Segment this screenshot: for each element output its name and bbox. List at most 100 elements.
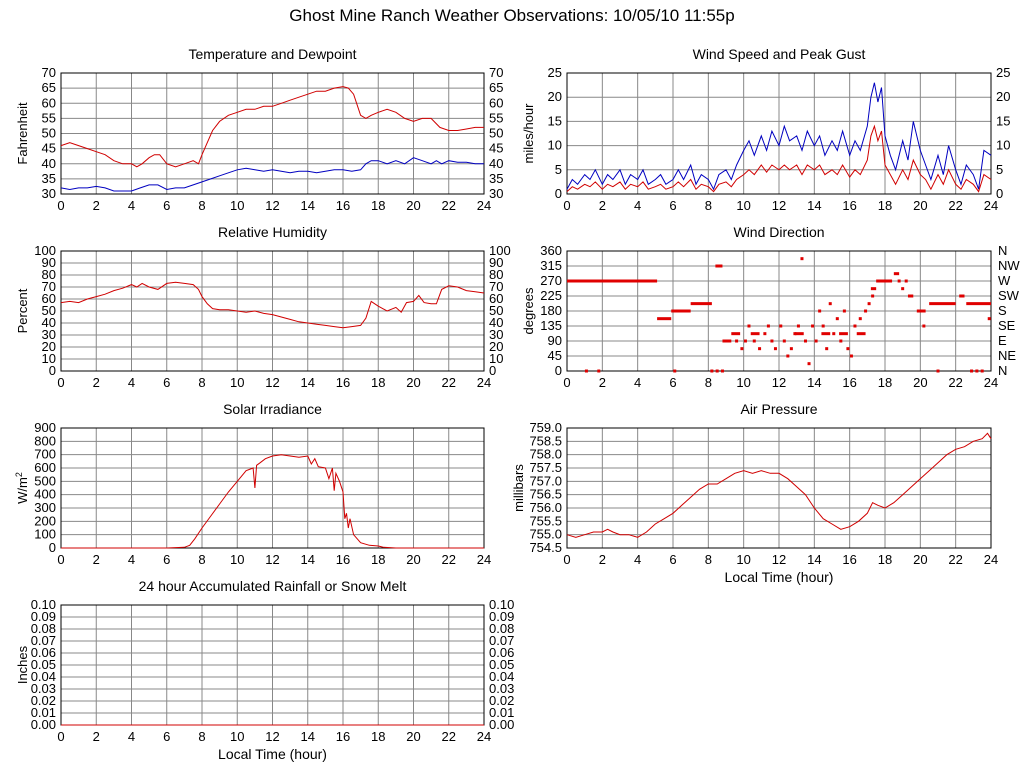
y-tick-label: 900: [34, 420, 56, 435]
x-tick-label: 14: [807, 552, 821, 567]
y-tick-label: 0: [49, 363, 56, 378]
x-tick-label: 6: [163, 198, 170, 213]
y-tick-label: 360: [540, 243, 562, 258]
x-tick-label: 8: [198, 375, 205, 390]
series-line-0: [60, 281, 485, 329]
y-tick-label-right: 0.10: [489, 597, 514, 612]
y-tick-label: 755.0: [529, 527, 562, 542]
x-tick-label: 20: [406, 375, 420, 390]
x-tick-label: 6: [669, 198, 676, 213]
y-tick-label: 759.0: [529, 420, 562, 435]
x-tick-label: 18: [371, 375, 385, 390]
y-tick-label: 90: [548, 333, 562, 348]
x-tick-label: 24: [984, 375, 998, 390]
y-tick-label: 400: [34, 487, 56, 502]
x-tick-label: 16: [842, 198, 856, 213]
x-tick-label: 18: [878, 198, 892, 213]
direction-point: [779, 324, 783, 328]
y-tick-label-right: 80: [489, 267, 503, 282]
direction-point: [766, 324, 770, 328]
x-tick-label: 14: [807, 198, 821, 213]
direction-point: [980, 369, 984, 373]
y-tick-label-right: 0.01: [489, 705, 514, 720]
y-tick-label-right: 0.06: [489, 645, 514, 660]
plot-frame: [60, 427, 485, 549]
direction-point: [796, 324, 800, 328]
y-tick-label-right: 0.00: [489, 717, 514, 732]
y-tick-label: 600: [34, 460, 56, 475]
x-tick-label: 10: [230, 375, 244, 390]
y-tick-label-right: 0.04: [489, 669, 514, 684]
rainfall-chart: 24 hour Accumulated Rainfall or Snow Mel…: [15, 578, 514, 762]
x-tick-label: 24: [477, 552, 491, 567]
direction-point: [763, 332, 767, 336]
direction-point: [807, 362, 811, 366]
chart-title: 24 hour Accumulated Rainfall or Snow Mel…: [139, 578, 407, 594]
x-tick-label: 22: [948, 375, 962, 390]
direction-point: [793, 332, 797, 336]
x-tick-label: 24: [984, 198, 998, 213]
direction-point: [864, 309, 868, 313]
direction-point: [828, 302, 832, 306]
direction-point: [804, 339, 807, 343]
x-tick-label: 0: [563, 198, 570, 213]
y-tick-label: 50: [42, 126, 56, 141]
x-tick-label: 16: [842, 375, 856, 390]
x-tick-label: 4: [634, 375, 641, 390]
y-tick-label: 80: [42, 267, 56, 282]
y-tick-label-right: 100: [489, 243, 511, 258]
y-tick-label: 45: [548, 348, 562, 363]
direction-point: [782, 339, 786, 343]
direction-point: [936, 369, 940, 373]
y-tick-label: 65: [42, 80, 56, 95]
direction-point: [975, 369, 979, 373]
y-tick-label: 0.09: [31, 609, 56, 624]
y-tick-label: 40: [42, 315, 56, 330]
compass-label: W: [998, 273, 1011, 288]
y-tick-label: 90: [42, 255, 56, 270]
plot-frame: [566, 250, 992, 372]
direction-point: [673, 369, 677, 373]
y-tick-label-right: 30: [489, 327, 503, 342]
x-tick-label: 8: [705, 375, 712, 390]
y-tick-label: 756.5: [529, 487, 562, 502]
compass-label: S: [998, 303, 1007, 318]
y-tick-label-right: 5: [996, 162, 1003, 177]
x-tick-label: 0: [563, 375, 570, 390]
x-tick-label: 2: [599, 375, 606, 390]
direction-point: [849, 354, 853, 358]
direction-point: [584, 369, 588, 373]
y-tick-label: 758.0: [529, 447, 562, 462]
x-tick-label: 18: [371, 198, 385, 213]
direction-point: [786, 354, 790, 358]
x-tick-label: 2: [93, 375, 100, 390]
x-tick-label: 18: [371, 552, 385, 567]
direction-point: [901, 287, 905, 291]
x-tick-label: 4: [128, 375, 135, 390]
y-tick-label: 700: [34, 447, 56, 462]
x-tick-label: 6: [669, 552, 676, 567]
x-tick-label: 6: [163, 729, 170, 744]
chart-title: Temperature and Dewpoint: [188, 46, 356, 62]
y-tick-label: 0: [49, 540, 56, 555]
y-tick-label: 200: [34, 513, 56, 528]
x-tick-label: 14: [301, 552, 315, 567]
y-tick-label-right: 20: [489, 339, 503, 354]
direction-point: [897, 279, 901, 283]
x-tick-label: 16: [842, 552, 856, 567]
direction-point: [821, 324, 825, 328]
x-tick-label: 10: [230, 729, 244, 744]
direction-point: [710, 369, 714, 373]
chart-title: Relative Humidity: [218, 224, 327, 240]
series-line-0: [566, 432, 992, 538]
chart-title: Air Pressure: [740, 401, 817, 417]
y-tick-label: 300: [34, 500, 56, 515]
compass-label: N: [998, 243, 1007, 258]
plot-frame: [60, 250, 485, 372]
y-tick-label: 0.01: [31, 705, 56, 720]
y-tick-label: 0.00: [31, 717, 56, 732]
x-tick-label: 22: [948, 552, 962, 567]
x-tick-label: 2: [599, 552, 606, 567]
